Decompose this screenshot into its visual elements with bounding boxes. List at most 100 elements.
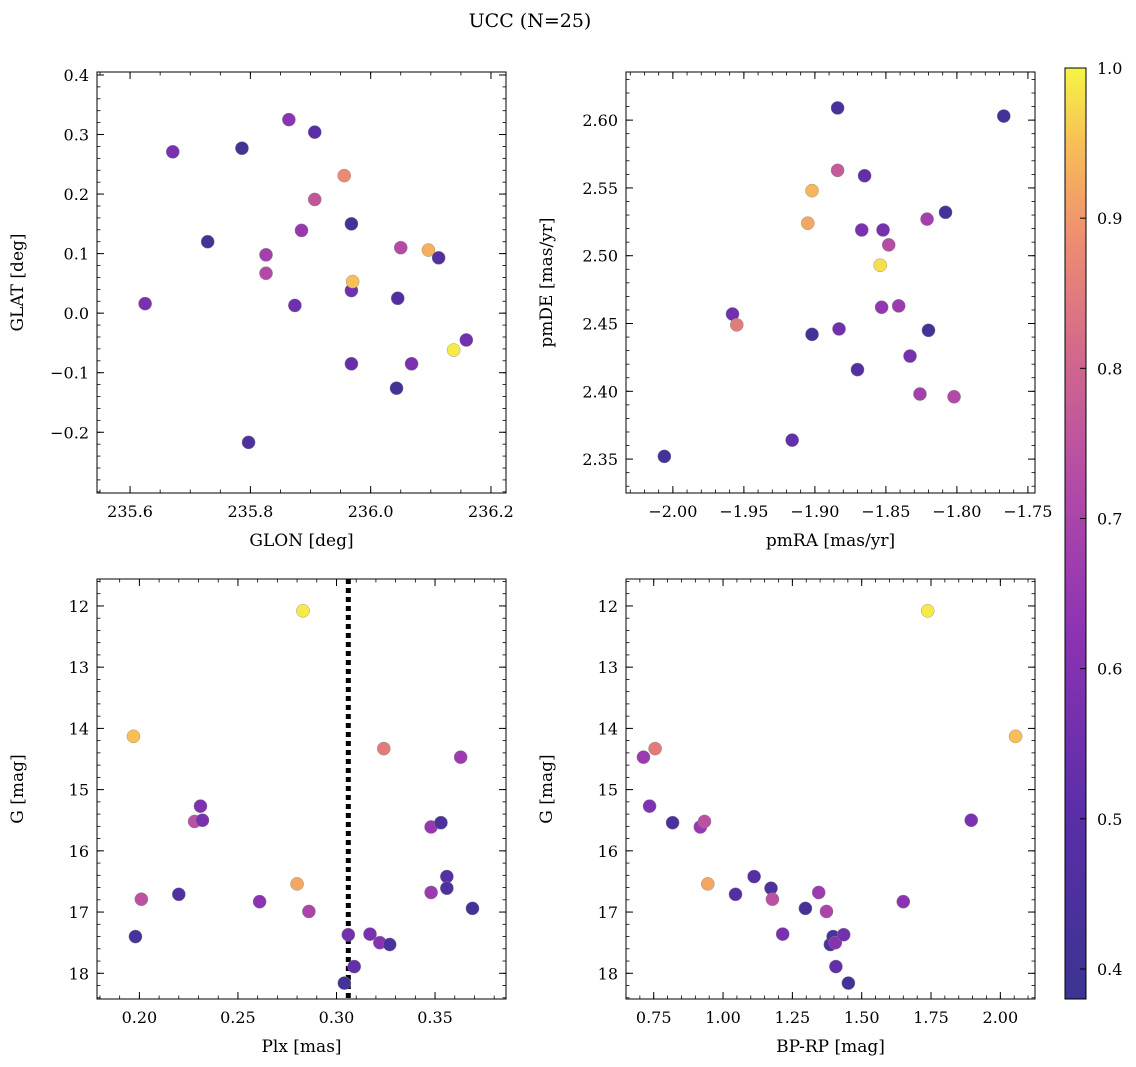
- y-tick-label: 15: [598, 781, 618, 800]
- scatter-point: [200, 234, 215, 249]
- scatter-point: [363, 927, 377, 941]
- scatter-point: [697, 814, 712, 829]
- scatter-point: [307, 192, 322, 207]
- scatter-point: [424, 885, 438, 900]
- scatter-point: [389, 381, 404, 395]
- x-tick-label: −1.80: [932, 502, 981, 521]
- y-tick-label: 2.55: [582, 179, 618, 198]
- scatter-point: [393, 240, 408, 255]
- y-tick-label: 13: [69, 658, 89, 677]
- y-tick-label: 13: [598, 658, 618, 677]
- scatter-point: [830, 163, 845, 178]
- x-axis-label: pmRA [mas/yr]: [766, 531, 895, 551]
- minor-ticks: [97, 72, 506, 493]
- panel-4: 0.75 1.00 1.25 1.50 1.75 2.00 12 13 14 15 16 17 18 BP…: [537, 578, 1036, 1057]
- scatter-point: [290, 877, 304, 891]
- x-tick-label: −1.90: [790, 502, 839, 521]
- scatter-point: [857, 168, 872, 183]
- x-tick-label: −1.85: [861, 502, 910, 521]
- x-tick-label: −1.95: [719, 502, 768, 521]
- scatter-point: [938, 205, 953, 220]
- scatter-point: [390, 291, 405, 306]
- scatter-point: [434, 815, 448, 830]
- y-tick-label: 0.3: [64, 126, 89, 145]
- major-ticks: [97, 72, 506, 493]
- y-tick-label: 18: [598, 964, 618, 983]
- scatter-point: [294, 223, 309, 238]
- major-ticks: [626, 579, 1035, 999]
- scatter-points: [636, 604, 1023, 990]
- y-tick-label: 0.2: [64, 185, 89, 204]
- scatter-point: [453, 750, 468, 764]
- x-tick-label: 1.00: [705, 1008, 741, 1027]
- y-tick-label: −0.1: [50, 364, 89, 383]
- scatter-points: [657, 101, 1011, 464]
- scatter-point: [800, 216, 815, 230]
- y-tick-label: 14: [69, 719, 89, 738]
- scatter-point: [1008, 729, 1023, 744]
- scatter-point: [134, 892, 149, 907]
- scatter-point: [798, 901, 813, 916]
- scatter-point: [642, 799, 657, 813]
- scatter-point: [876, 223, 890, 237]
- y-tick-label: 12: [69, 597, 89, 616]
- scatter-point: [996, 109, 1011, 123]
- scatter-point: [404, 356, 419, 371]
- colorbar-tick-label: 0.4: [1097, 960, 1122, 979]
- scatter-point: [344, 217, 359, 231]
- scatter-point: [382, 937, 397, 952]
- scatter-point: [128, 929, 143, 944]
- scatter-point: [282, 112, 296, 127]
- scatter-point: [195, 813, 210, 828]
- scatter-point: [913, 387, 927, 401]
- scatter-point: [785, 433, 799, 447]
- scatter-point: [431, 250, 446, 265]
- scatter-point: [805, 327, 819, 342]
- axes-frame: [96, 578, 507, 1000]
- scatter-point: [459, 333, 474, 347]
- y-axis-label: GLAT [deg]: [8, 233, 28, 331]
- x-tick-label: 0.35: [417, 1008, 453, 1027]
- colorbar-tick-label: 1.0: [1097, 59, 1122, 78]
- y-tick-label: 17: [598, 903, 618, 922]
- colorbar-tick-label: 0.7: [1097, 509, 1122, 528]
- colorbar-gradient: [1065, 68, 1086, 999]
- axes-frame: [625, 71, 1036, 494]
- x-tick-label: 1.25: [775, 1008, 811, 1027]
- x-tick-label: 236.0: [348, 502, 394, 521]
- x-tick-label: 0.25: [220, 1008, 256, 1027]
- panel-3: 0.20 0.25 0.30 0.35 12 13 14 15 16 17 18 Plx [mas] G…: [8, 578, 507, 1057]
- x-axis-label: GLON [deg]: [249, 531, 353, 551]
- major-ticks: [626, 72, 1035, 493]
- scatter-point: [964, 813, 979, 828]
- scatter-point: [337, 168, 352, 183]
- x-tick-label: 235.6: [107, 502, 153, 521]
- scatter-point: [636, 750, 651, 764]
- scatter-point: [920, 212, 934, 226]
- scatter-point: [648, 741, 662, 756]
- scatter-point: [829, 959, 843, 974]
- scatter-point: [850, 362, 865, 377]
- scatter-point: [728, 887, 743, 902]
- scatter-point: [765, 892, 780, 907]
- scatter-point: [307, 125, 322, 139]
- scatter-point: [421, 243, 436, 257]
- y-tick-label: 17: [69, 903, 89, 922]
- scatter-point: [446, 343, 461, 357]
- scatter-point: [465, 901, 480, 916]
- y-tick-label: 14: [598, 719, 618, 738]
- scatter-point: [811, 885, 826, 900]
- y-axis-label: G [mag]: [8, 754, 28, 823]
- scatter-point: [347, 959, 362, 974]
- minor-ticks: [97, 579, 506, 999]
- x-tick-label: −1.75: [1003, 502, 1052, 521]
- colorbar-tick-label: 0.5: [1097, 810, 1122, 829]
- colorbar-tick-label: 0.8: [1097, 359, 1122, 378]
- scatter-point: [341, 927, 356, 942]
- y-tick-label: 0.0: [64, 304, 89, 323]
- scatter-point: [259, 266, 273, 281]
- colorbar-tick-label: 0.6: [1097, 660, 1122, 679]
- scatter-point: [440, 881, 454, 895]
- scatter-point: [921, 323, 936, 338]
- colorbar-tick-label: 0.9: [1097, 209, 1122, 228]
